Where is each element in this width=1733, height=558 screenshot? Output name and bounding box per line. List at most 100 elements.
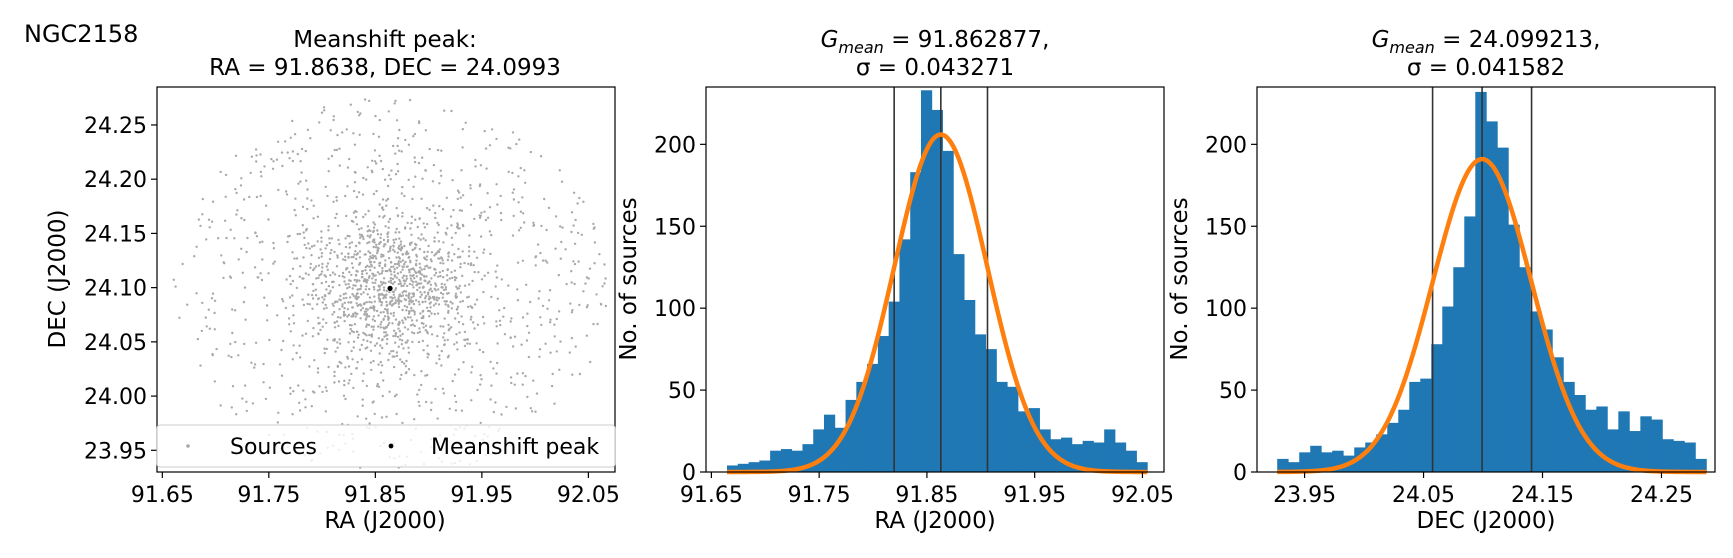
source-point [399, 334, 402, 337]
source-point [404, 226, 407, 229]
source-point [456, 312, 460, 315]
source-point [285, 193, 289, 196]
source-point [473, 250, 476, 253]
source-point [297, 182, 300, 185]
source-point [260, 278, 264, 282]
source-point [402, 265, 405, 268]
source-point [327, 225, 330, 228]
source-point [325, 265, 328, 268]
source-point [304, 398, 307, 401]
source-point [231, 385, 235, 388]
source-point [401, 294, 405, 297]
source-point [306, 207, 309, 211]
source-point [195, 292, 198, 295]
source-point [317, 332, 320, 335]
source-point [320, 281, 323, 285]
source-point [352, 330, 355, 334]
source-point [425, 258, 428, 261]
source-point [539, 316, 542, 319]
source-point [410, 241, 413, 244]
source-point [224, 173, 228, 177]
legend-sources-marker [186, 444, 190, 448]
source-point [377, 337, 380, 340]
source-point [409, 274, 412, 277]
source-point [428, 310, 431, 313]
source-point [447, 255, 450, 258]
source-point [435, 298, 438, 302]
source-point [356, 110, 359, 114]
source-point [507, 146, 510, 149]
source-point [344, 397, 347, 401]
source-point [494, 270, 497, 273]
source-point [406, 316, 410, 319]
source-point [456, 348, 459, 351]
source-point [323, 298, 326, 301]
source-point [378, 264, 381, 268]
source-point [394, 341, 397, 344]
ra-histogram-panel: Gmean = 91.862877, σ = 0.043271 91.65 91.… [616, 27, 1174, 534]
source-point [347, 282, 350, 286]
source-point [354, 250, 357, 253]
source-point [453, 269, 457, 272]
source-point [310, 254, 313, 257]
source-point [364, 318, 368, 321]
source-point [451, 379, 454, 383]
source-point [324, 275, 328, 278]
source-point [300, 171, 303, 174]
source-point [289, 136, 292, 139]
source-point [435, 362, 438, 365]
source-point [593, 262, 596, 265]
source-point [446, 356, 450, 359]
source-point [353, 143, 357, 146]
source-point [245, 400, 248, 403]
ra-hist-ytick-label: 150 [654, 215, 696, 240]
source-point [361, 307, 364, 310]
source-point [384, 331, 388, 334]
source-point [243, 342, 246, 346]
source-point [336, 365, 340, 368]
source-point [320, 236, 323, 239]
source-point [433, 236, 436, 239]
ra-hist-bar [845, 399, 857, 472]
source-point [264, 397, 268, 401]
source-point [316, 303, 319, 306]
source-point [338, 147, 341, 150]
source-point [490, 233, 493, 237]
source-point [393, 395, 397, 398]
source-point [457, 227, 460, 230]
source-point [358, 279, 361, 282]
source-point [302, 256, 305, 259]
source-point [419, 278, 422, 281]
source-point [350, 241, 354, 244]
source-point [472, 264, 475, 267]
source-point [365, 272, 368, 275]
source-point [367, 250, 370, 253]
source-point [386, 238, 390, 242]
source-point [395, 227, 398, 231]
source-point [426, 373, 429, 377]
source-point [355, 280, 358, 283]
source-point [416, 225, 419, 229]
source-point [369, 269, 372, 272]
source-point [372, 230, 375, 234]
source-point [318, 121, 321, 124]
source-point [417, 120, 421, 123]
source-point [292, 322, 296, 325]
source-point [380, 364, 384, 367]
source-point [267, 218, 270, 221]
source-point [459, 300, 462, 304]
source-point [516, 288, 519, 291]
source-point [369, 361, 373, 364]
source-point [421, 339, 425, 343]
source-point [570, 281, 573, 284]
source-point [352, 312, 355, 316]
source-point [291, 159, 295, 163]
source-point [399, 240, 403, 243]
source-point [288, 296, 292, 299]
source-point [314, 294, 318, 297]
source-point [374, 255, 377, 258]
source-point [385, 300, 388, 304]
source-point [420, 321, 424, 325]
source-point [471, 306, 474, 309]
source-point [324, 386, 327, 389]
